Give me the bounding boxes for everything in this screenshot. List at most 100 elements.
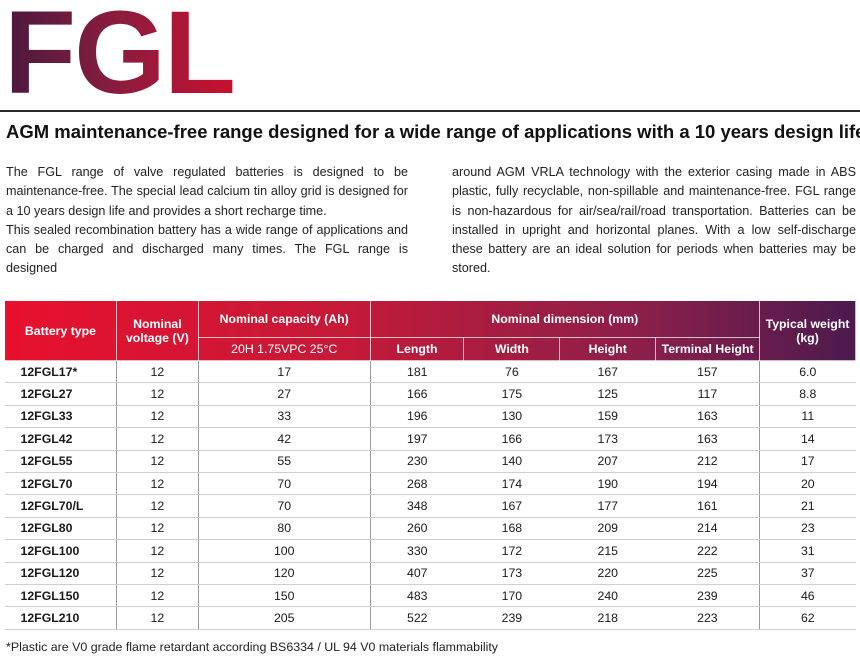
cell-voltage: 12: [115, 561, 199, 585]
cell-height: 209: [559, 516, 656, 541]
cell-capacity: 120: [197, 561, 371, 585]
cell-width: 170: [463, 583, 560, 608]
cell-voltage: 12: [115, 606, 199, 630]
cell-voltage: 12: [115, 404, 199, 429]
intro-left-column: The FGL range of valve regulated batteri…: [6, 163, 408, 279]
cell-height: 173: [559, 427, 656, 451]
cell-voltage: 12: [115, 539, 199, 563]
cell-width: 168: [463, 516, 560, 541]
cell-length: 268: [369, 471, 464, 496]
cell-length: 230: [369, 449, 464, 473]
cell-voltage: 12: [115, 382, 199, 406]
cell-height: 190: [559, 471, 656, 496]
cell-type: 12FGL70/L: [4, 494, 117, 518]
cell-height: 167: [559, 359, 656, 384]
cell-type: 12FGL150: [4, 583, 117, 608]
cell-voltage: 12: [115, 471, 199, 496]
cell-weight: 6.0: [759, 359, 856, 384]
cell-capacity: 17: [197, 359, 371, 384]
cell-type: 12FGL120: [4, 561, 117, 585]
cell-terminal-height: 117: [655, 382, 760, 406]
cell-width: 172: [463, 539, 560, 563]
cell-weight: 11: [759, 404, 856, 429]
cell-weight: 23: [759, 516, 856, 541]
cell-capacity: 27: [197, 382, 371, 406]
header-capacity-condition: 20H 1.75VPC 25°C: [197, 337, 371, 361]
cell-type: 12FGL80: [4, 516, 117, 541]
cell-weight: 62: [759, 606, 856, 630]
cell-length: 330: [369, 539, 464, 563]
cell-width: 167: [463, 494, 560, 518]
cell-terminal-height: 222: [655, 539, 760, 563]
table-row: 12FGL70 12 70 268 174 190 194 20: [4, 471, 856, 496]
battery-spec-table: Battery type Nominal voltage (V) Nominal…: [4, 300, 856, 630]
table-row: 12FGL27 12 27 166 175 125 117 8.8: [4, 382, 856, 406]
cell-capacity: 205: [197, 606, 371, 630]
cell-height: 215: [559, 539, 656, 563]
cell-capacity: 33: [197, 404, 371, 429]
table-row: 12FGL100 12 100 330 172 215 222 31: [4, 539, 856, 563]
table-row: 12FGL55 12 55 230 140 207 212 17: [4, 449, 856, 473]
table-row: 12FGL70/L 12 70 348 167 177 161 21: [4, 494, 856, 518]
header-typical-weight: Typical weight (kg): [759, 300, 856, 361]
cell-length: 522: [369, 606, 464, 630]
cell-capacity: 150: [197, 583, 371, 608]
cell-capacity: 100: [197, 539, 371, 563]
cell-capacity: 80: [197, 516, 371, 541]
cell-width: 173: [463, 561, 560, 585]
table-row: 12FGL33 12 33 196 130 159 163 11: [4, 404, 856, 429]
cell-length: 407: [369, 561, 464, 585]
cell-weight: 46: [759, 583, 856, 608]
intro-paragraph-1: The FGL range of valve regulated batteri…: [6, 165, 408, 218]
header-height: Height: [559, 337, 657, 361]
header-nominal-capacity: Nominal capacity (Ah): [197, 300, 371, 338]
cell-length: 483: [369, 583, 464, 608]
cell-terminal-height: 212: [655, 449, 760, 473]
cell-terminal-height: 223: [655, 606, 760, 630]
cell-capacity: 70: [197, 494, 371, 518]
cell-voltage: 12: [115, 427, 199, 451]
header-terminal-height: Terminal Height: [655, 337, 761, 361]
header-length: Length: [369, 337, 465, 361]
table-row: 12FGL80 12 80 260 168 209 214 23: [4, 516, 856, 541]
cell-type: 12FGL70: [4, 471, 117, 496]
cell-type: 12FGL210: [4, 606, 117, 630]
table-row: 12FGL120 12 120 407 173 220 225 37: [4, 561, 856, 585]
header-nominal-voltage: Nominal voltage (V): [115, 300, 199, 361]
footnote: *Plastic are V0 grade flame retardant ac…: [6, 640, 498, 654]
table-row: 12FGL42 12 42 197 166 173 163 14: [4, 427, 856, 451]
cell-height: 207: [559, 449, 656, 473]
cell-width: 239: [463, 606, 560, 630]
cell-height: 177: [559, 494, 656, 518]
header-width: Width: [463, 337, 561, 361]
cell-voltage: 12: [115, 359, 199, 384]
cell-length: 181: [369, 359, 464, 384]
cell-capacity: 55: [197, 449, 371, 473]
cell-width: 174: [463, 471, 560, 496]
cell-capacity: 70: [197, 471, 371, 496]
table-row: 12FGL150 12 150 483 170 240 239 46: [4, 583, 856, 608]
cell-voltage: 12: [115, 449, 199, 473]
cell-type: 12FGL42: [4, 427, 117, 451]
table-row: 12FGL210 12 205 522 239 218 223 62: [4, 606, 856, 630]
cell-height: 218: [559, 606, 656, 630]
cell-terminal-height: 163: [655, 404, 760, 429]
cell-voltage: 12: [115, 583, 199, 608]
cell-length: 197: [369, 427, 464, 451]
cell-type: 12FGL33: [4, 404, 117, 429]
cell-voltage: 12: [115, 494, 199, 518]
cell-height: 240: [559, 583, 656, 608]
cell-width: 76: [463, 359, 560, 384]
cell-width: 140: [463, 449, 560, 473]
page-headline: AGM maintenance-free range designed for …: [6, 121, 860, 142]
table-row: 12FGL17* 12 17 181 76 167 157 6.0: [4, 359, 856, 384]
cell-weight: 20: [759, 471, 856, 496]
cell-length: 166: [369, 382, 464, 406]
cell-type: 12FGL27: [4, 382, 117, 406]
cell-weight: 14: [759, 427, 856, 451]
cell-terminal-height: 161: [655, 494, 760, 518]
intro-paragraph-3: around AGM VRLA technology with the exte…: [452, 165, 856, 276]
cell-height: 125: [559, 382, 656, 406]
cell-terminal-height: 239: [655, 583, 760, 608]
cell-terminal-height: 225: [655, 561, 760, 585]
